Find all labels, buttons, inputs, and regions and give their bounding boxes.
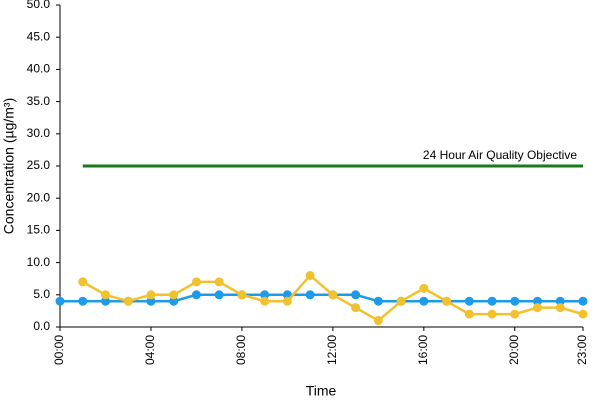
y-tick-label: 5.0 — [33, 287, 50, 301]
marker — [214, 290, 224, 300]
annotation: 24 Hour Air Quality Objective — [423, 148, 577, 162]
y-tick-label: 0.0 — [33, 319, 50, 333]
marker — [78, 277, 88, 287]
x-tick-label: 12:00 — [325, 335, 339, 365]
marker — [146, 290, 156, 300]
y-tick-label: 35.0 — [27, 94, 51, 108]
y-tick-label: 30.0 — [27, 126, 51, 140]
x-tick-label: 16:00 — [416, 335, 430, 365]
marker — [419, 296, 429, 306]
marker — [442, 296, 452, 306]
y-tick-label: 15.0 — [27, 223, 51, 237]
marker — [191, 290, 201, 300]
marker — [214, 277, 224, 287]
marker — [373, 296, 383, 306]
y-axis-title: Concentration (µg/m³) — [1, 98, 17, 234]
y-tick-label: 40.0 — [27, 62, 51, 76]
y-tick-label: 45.0 — [27, 29, 51, 43]
marker — [351, 303, 361, 313]
x-tick-label: 04:00 — [143, 335, 157, 365]
marker — [578, 296, 588, 306]
x-tick-label: 20:00 — [507, 335, 521, 365]
x-tick-label: 23:00 — [575, 335, 589, 365]
marker — [419, 283, 429, 293]
x-axis-title: Time — [306, 383, 337, 399]
marker — [464, 309, 474, 319]
marker — [305, 290, 315, 300]
marker — [78, 296, 88, 306]
marker — [510, 309, 520, 319]
marker — [282, 296, 292, 306]
marker — [169, 290, 179, 300]
y-tick-label: 20.0 — [27, 190, 51, 204]
marker — [55, 296, 65, 306]
marker — [237, 290, 247, 300]
marker — [487, 296, 497, 306]
y-tick-label: 10.0 — [27, 255, 51, 269]
marker — [100, 290, 110, 300]
marker — [578, 309, 588, 319]
marker — [510, 296, 520, 306]
x-tick-label: 00:00 — [52, 335, 66, 365]
marker — [191, 277, 201, 287]
y-tick-label: 25.0 — [27, 158, 51, 172]
x-tick-label: 08:00 — [234, 335, 248, 365]
marker — [373, 316, 383, 326]
marker — [260, 296, 270, 306]
marker — [305, 270, 315, 280]
marker — [533, 303, 543, 313]
marker — [328, 290, 338, 300]
marker — [555, 303, 565, 313]
y-tick-label: 50.0 — [27, 0, 51, 11]
marker — [396, 296, 406, 306]
marker — [123, 296, 133, 306]
marker — [487, 309, 497, 319]
marker — [351, 290, 361, 300]
marker — [464, 296, 474, 306]
